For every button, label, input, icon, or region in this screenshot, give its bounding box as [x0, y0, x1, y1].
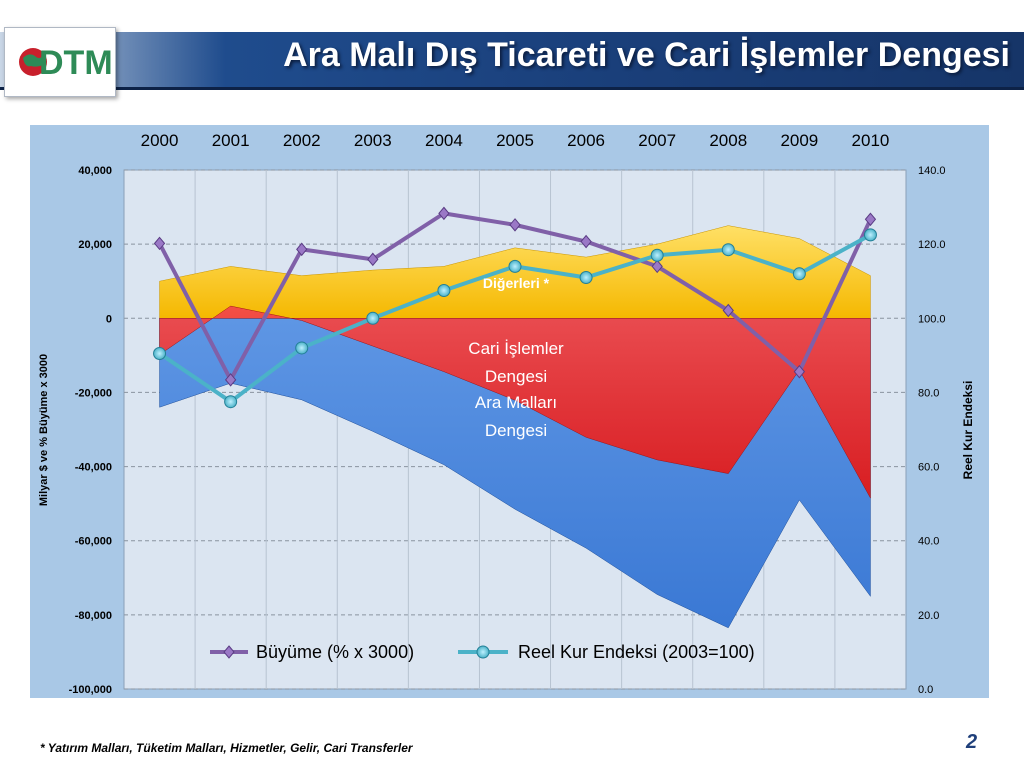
x-tick-label: 2008 [709, 131, 747, 150]
y-tick-label: -40,000 [75, 462, 112, 474]
current-account-label: Dengesi [485, 367, 547, 386]
chart-svg: 2000 2001 2002 2003 2004 2005 2006 2007 2008 2009… [38, 131, 975, 696]
real-exchange-rate-point [437, 283, 451, 297]
growth-point [296, 242, 308, 257]
growth-point [793, 364, 806, 379]
x-tick-label: 2001 [212, 131, 250, 150]
y-tick-label: 40,000 [78, 165, 112, 177]
others-area-label: Diğerleri * [483, 275, 550, 291]
chart-frame: 2000 2001 2002 2003 2004 2005 2006 2007 2008 2009… [30, 125, 989, 698]
x-tick-label: 2009 [780, 131, 818, 150]
logo-land-icon [23, 54, 45, 67]
x-tick-label: 2010 [852, 131, 890, 150]
growth-point [580, 234, 592, 249]
y2-tick-label: 100.0 [918, 313, 946, 325]
growth-point [153, 236, 166, 251]
x-tick-label: 2006 [567, 131, 605, 150]
title-bar-stripe [0, 87, 1024, 90]
y2-tick-label: 20.0 [918, 610, 939, 622]
legend-real-exchange-marker [476, 645, 490, 659]
real-exchange-rate-point [579, 271, 593, 285]
footnote: * Yatırım Malları, Tüketim Malları, Hizm… [40, 741, 413, 755]
intermediate-goods-label: Dengesi [485, 421, 547, 440]
real-exchange-rate-point [153, 347, 167, 361]
x-tick-label: 2005 [496, 131, 534, 150]
y2-axis-title: Reel Kur Endeksi [961, 381, 975, 480]
real-exchange-rate-point [366, 311, 380, 325]
dtm-logo: DTM [4, 27, 116, 97]
legend-real-exchange-label: Reel Kur Endeksi (2003=100) [518, 642, 755, 662]
y-tick-label: 0 [106, 313, 112, 325]
title-bar: Ara Malı Dış Ticareti ve Cari İşlemler D… [0, 32, 1024, 90]
y2-tick-label: 120.0 [918, 239, 946, 251]
current-account-balance-area [159, 305, 871, 500]
y-axis-title: Milyar $ ve % Büyüme x 3000 [38, 354, 50, 506]
page-number: 2 [966, 731, 978, 753]
y-tick-label: -20,000 [75, 387, 112, 399]
real-exchange-rate-point [224, 395, 238, 409]
dtm-logo-graphic: DTM [19, 44, 113, 82]
real-exchange-rate-point [650, 248, 664, 262]
y2-tick-label: 140.0 [918, 165, 946, 177]
y-tick-label: -80,000 [75, 610, 112, 622]
real-exchange-rate-point [792, 267, 806, 281]
growth-point [722, 303, 734, 318]
y2-tick-label: 0.0 [918, 684, 933, 696]
real-exchange-rate-point [295, 341, 309, 355]
growth-point [438, 206, 450, 221]
y-tick-label: 20,000 [78, 239, 112, 251]
growth-point [367, 252, 379, 267]
x-tick-label: 2003 [354, 131, 392, 150]
slide-title: Ara Malı Dış Ticareti ve Cari İşlemler D… [283, 36, 1010, 74]
real-exchange-rate-point [508, 259, 522, 273]
x-tick-label: 2000 [141, 131, 179, 150]
real-exchange-rate-point [863, 228, 877, 242]
y2-tick-label: 60.0 [918, 462, 939, 474]
x-tick-label: 2004 [425, 131, 463, 150]
logo-text: DTM [39, 44, 113, 82]
growth-point [651, 259, 663, 274]
legend-growth-marker [223, 645, 235, 659]
y-tick-label: -60,000 [75, 536, 112, 548]
intermediate-goods-label: Ara Malları [475, 393, 557, 412]
real-exchange-rate-point [721, 243, 735, 257]
growth-point [509, 218, 521, 232]
y2-tick-label: 40.0 [918, 536, 939, 548]
legend-growth-label: Büyüme (% x 3000) [256, 642, 414, 662]
y-tick-label: -100,000 [69, 684, 112, 696]
y2-tick-label: 80.0 [918, 387, 939, 399]
x-tick-label: 2002 [283, 131, 321, 150]
growth-point [224, 373, 237, 387]
current-account-label: Cari İşlemler [468, 339, 564, 358]
x-tick-label: 2007 [638, 131, 676, 150]
growth-point [864, 212, 877, 227]
